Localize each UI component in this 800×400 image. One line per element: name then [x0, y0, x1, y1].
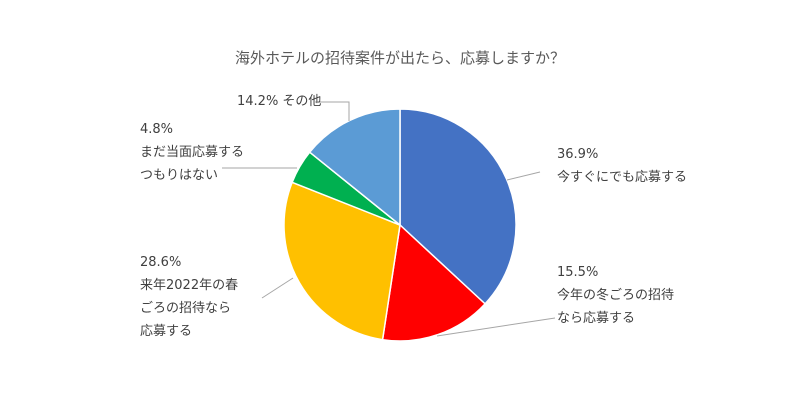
leader-line-2: [436, 317, 556, 337]
slice-category-label-3: 応募する: [140, 324, 192, 339]
pie-slice-5: [308, 108, 401, 227]
slice-category-label-4: まだ当面応募する: [140, 145, 244, 160]
leader-line-1: [506, 171, 541, 181]
chart-title: 海外ホテルの招待案件が出たら、応募しますか？: [235, 49, 565, 67]
slice-category-label-3: ごろの招待なら: [140, 300, 231, 316]
leader-line-5: [315, 101, 350, 121]
pie-slice-1: [399, 108, 517, 305]
slice-value-label-3: 28.6%: [140, 255, 181, 270]
slice-value-label-2: 15.5%: [557, 265, 598, 280]
slice-value-label-5: 14.2% その他: [237, 94, 321, 109]
leader-lines: [222, 101, 556, 337]
pie-slices: [283, 108, 517, 342]
slice-category-label-1: 今すぐにでも応募する: [557, 169, 687, 185]
slice-value-label-4: 4.8%: [140, 122, 173, 137]
pie-slice-2: [381, 223, 487, 342]
slice-category-label-2: なら応募する: [557, 311, 635, 326]
slice-value-label-1: 36.9%: [557, 147, 598, 162]
slice-category-label-3: 来年2022年の春: [140, 278, 238, 293]
slice-category-label-4: つもりはない: [140, 168, 218, 183]
pie-slice-3: [283, 181, 401, 341]
leader-line-3: [261, 277, 294, 299]
slice-category-label-2: 今年の冬ごろの招待: [557, 287, 674, 303]
